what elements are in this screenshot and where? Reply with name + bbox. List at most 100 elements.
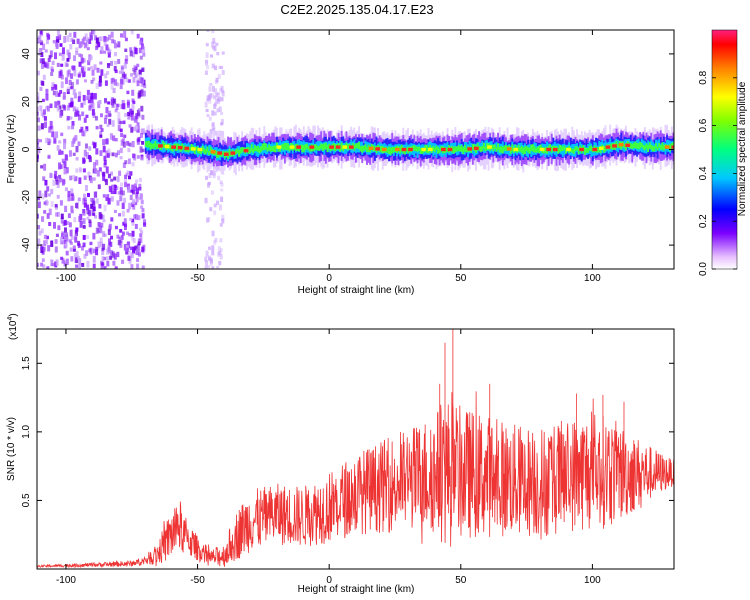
spectrogram-band-cell — [484, 146, 487, 152]
spectrogram-noise-cell — [37, 125, 41, 131]
spectrogram-noise-cell — [106, 123, 110, 127]
spectrogram-band-cell — [544, 146, 547, 154]
spectrogram-noise-cell — [86, 192, 90, 197]
spectrogram-stripe-cell — [217, 252, 221, 257]
spectrogram-peak-cell — [664, 145, 670, 149]
spectrogram-stripe-cell — [206, 65, 210, 70]
spectrogram-noise-cell — [95, 41, 99, 49]
spectrogram-noise-cell — [83, 253, 87, 259]
spectrogram-noise-cell — [110, 78, 114, 84]
spectrogram-noise-cell — [136, 263, 140, 269]
spectrogram-band-cell — [495, 141, 498, 151]
spectrogram-noise-cell — [105, 150, 109, 158]
spectrogram-band-cell — [176, 143, 179, 151]
spectrogram-noise-cell — [59, 164, 63, 169]
spectrogram-noise-cell — [128, 259, 132, 264]
spectrogram-noise-cell — [63, 161, 67, 168]
spectrogram-noise-cell — [109, 241, 113, 247]
spectrogram-band-cell — [405, 147, 408, 152]
spectrogram-noise-cell — [105, 197, 109, 201]
spectrogram-noise-cell — [129, 171, 133, 176]
spectrogram-noise-cell — [37, 96, 40, 104]
spectrogram-band-cell — [525, 145, 528, 152]
spectrogram-noise-cell — [138, 177, 142, 183]
spectrogram-noise-cell — [63, 219, 67, 226]
spectrogram-band-cell — [460, 145, 463, 152]
snr-frame — [36, 328, 675, 570]
spectrogram-noise-cell — [38, 190, 42, 197]
spectrogram-stripe-cell — [205, 175, 209, 180]
spectrogram-noise-cell — [135, 72, 139, 77]
spectrogram-band-cell — [465, 148, 468, 153]
spectrogram-noise-cell — [57, 162, 61, 170]
spectrogram-band-cell — [193, 147, 196, 155]
spectrogram-noise-cell — [106, 260, 110, 267]
chart-title: C2E2.2025.135.04.17.E23 — [280, 2, 433, 17]
spectrogram-noise-cell — [137, 136, 141, 142]
spectrogram-noise-cell — [70, 82, 74, 89]
spectrogram-noise-cell — [45, 137, 49, 144]
spectrogram-band-cell — [317, 146, 319, 151]
spectrogram-band-cell — [498, 147, 501, 153]
spectrogram-noise-cell — [38, 49, 42, 56]
spectrogram-band-cell — [361, 145, 364, 153]
spectrogram-band-cell — [629, 142, 632, 149]
spectrogram-noise-cell — [127, 148, 131, 153]
spectrogram-noise-cell — [138, 47, 142, 54]
spectrogram-noise-cell — [120, 67, 124, 74]
spectrogram-noise-cell — [43, 163, 47, 171]
spectrogram-band-cell — [547, 145, 550, 150]
spectrogram-noise-cell — [63, 36, 67, 43]
spectrogram-noise-cell — [141, 208, 145, 213]
spectrogram-stripe-cell — [205, 108, 209, 113]
spectrogram-noise-cell — [118, 236, 122, 240]
spectrogram-noise-cell — [125, 245, 129, 249]
spectrogram-noise-cell — [116, 234, 120, 239]
spectrogram-noise-cell — [131, 98, 135, 103]
spectrogram-noise-cell — [58, 71, 62, 79]
spectrogram-band-cell — [260, 146, 263, 152]
spectrogram-noise-cell — [124, 182, 128, 188]
spectrogram-noise-cell — [102, 194, 106, 198]
spectrogram-band-cell — [195, 146, 198, 156]
spectrogram-noise-cell — [138, 186, 142, 191]
spectrogram-noise-cell — [60, 256, 64, 260]
spectrogram-noise-cell — [59, 43, 63, 47]
spectrogram-band-cell — [358, 142, 361, 150]
spectrogram-noise-cell — [87, 171, 91, 178]
spectrogram-band-cell — [571, 148, 574, 153]
spectrogram-peak-cell — [276, 145, 282, 149]
spectrogram-noise-cell — [83, 117, 87, 123]
spectrogram-stripe-cell — [205, 59, 209, 66]
spectrogram-band-cell — [523, 146, 526, 155]
spectrogram-band-cell — [253, 145, 256, 152]
spectrogram-noise-cell — [118, 170, 122, 176]
spectrogram-noise-cell — [128, 142, 132, 147]
spectrogram-stripe-cell — [204, 256, 208, 262]
spectrogram-noise-cell — [88, 38, 92, 45]
spectrogram-noise-cell — [127, 255, 131, 261]
spectrogram-band-cell — [238, 150, 240, 157]
spectrogram-noise-cell — [90, 203, 94, 209]
spectrogram-noise-cell — [47, 155, 51, 159]
spectrogram-stripe-cell — [215, 42, 219, 46]
spectrogram-noise-cell — [39, 86, 43, 91]
spectrogram-noise-cell — [63, 260, 67, 267]
spectrogram-noise-cell — [114, 266, 118, 269]
spectrogram-noise-cell — [59, 177, 63, 183]
spectrogram-noise-cell — [88, 248, 92, 253]
spectrogram-noise-cell — [135, 113, 139, 120]
spectrogram-noise-cell — [137, 196, 141, 200]
colorbar-tick-label: 0.6 — [698, 118, 709, 132]
spectrogram-noise-cell — [129, 47, 133, 52]
spectrogram-peak-cell — [171, 145, 176, 149]
spectrogram-noise-cell — [121, 231, 125, 236]
spectrogram-peak-cell — [342, 145, 348, 149]
spectrogram-noise-cell — [105, 106, 109, 114]
spectrogram-noise-cell — [136, 129, 140, 133]
spectrogram-band-cell — [452, 147, 455, 154]
spectrogram-noise-cell — [137, 215, 141, 221]
spectrogram-noise-cell — [54, 205, 58, 210]
spectrogram-noise-cell — [70, 205, 74, 213]
spectrogram-noise-cell — [56, 145, 60, 151]
